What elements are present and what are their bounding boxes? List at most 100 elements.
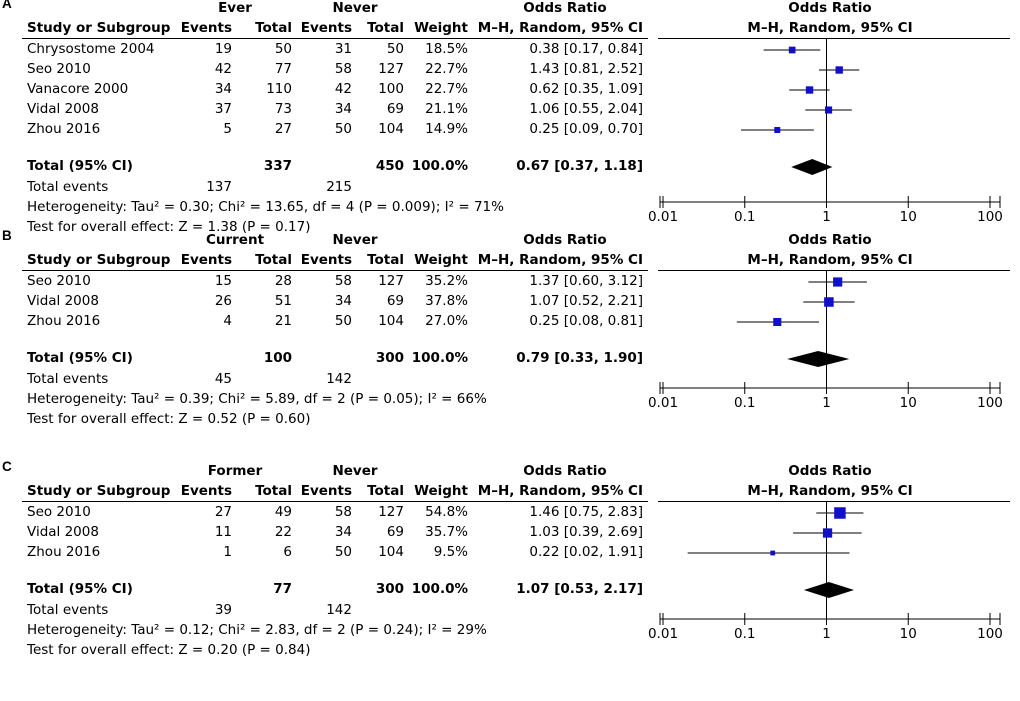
group-label: Current xyxy=(205,232,265,248)
total-header: Total xyxy=(367,20,404,36)
study-or-ci: 0.22 [0.02, 1.91] xyxy=(529,544,643,560)
or-title-left: Odds Ratio xyxy=(523,463,607,479)
events-never: 58 xyxy=(334,504,352,520)
study-or-marker xyxy=(824,297,834,307)
study-weight: 22.7% xyxy=(425,81,468,97)
study-weight: 54.8% xyxy=(425,504,468,520)
study-or-marker xyxy=(833,277,843,287)
panel-label: A xyxy=(2,0,12,11)
study-name: Zhou 2016 xyxy=(27,544,101,560)
study-header: Study or Subgroup xyxy=(27,20,171,36)
x-axis-tick-label: 10 xyxy=(900,626,917,642)
total-events-exposed: 39 xyxy=(214,602,232,618)
x-axis-tick-label: 0.01 xyxy=(648,626,678,642)
study-or-ci: 1.46 [0.75, 2.83] xyxy=(529,504,643,520)
total-or-ci: 1.07 [0.53, 2.17] xyxy=(516,581,643,597)
study-header: Study or Subgroup xyxy=(27,483,171,499)
total-events-label: Total events xyxy=(27,602,109,618)
events-exposed: 11 xyxy=(214,524,232,540)
forest-plot-area: 0.01 0.1 1 10 100 xyxy=(648,39,1003,225)
events-never: 50 xyxy=(334,313,352,329)
study-name: Chrysostome 2004 xyxy=(27,41,155,57)
total-events-exposed: 137 xyxy=(206,179,232,195)
weight-header: Weight xyxy=(414,483,468,499)
x-axis-tick-label: 100 xyxy=(977,626,1003,642)
header-rule xyxy=(22,38,648,39)
events-exposed: 42 xyxy=(214,61,232,77)
or-method-header-right: M–H, Random, 95% CI xyxy=(747,20,913,36)
pooled-diamond xyxy=(791,159,833,175)
total-label: Total (95% CI) xyxy=(27,158,133,174)
events-header: Events xyxy=(180,252,232,268)
group-label: Ever xyxy=(218,0,252,16)
events-exposed: 15 xyxy=(214,273,232,289)
x-axis-tick-label: 0.1 xyxy=(734,626,755,642)
total-exposed: 28 xyxy=(274,273,292,289)
study-or-ci: 1.03 [0.39, 2.69] xyxy=(529,524,643,540)
total-never: 69 xyxy=(386,101,404,117)
total-exposed: 49 xyxy=(274,504,292,520)
pooled-diamond xyxy=(787,351,850,367)
header-rule xyxy=(22,270,648,271)
total-never: 104 xyxy=(378,313,404,329)
forest-panel-c: C Former Never Odds Ratio Odds Ratio Study or… xyxy=(0,459,1020,695)
total-events-label: Total events xyxy=(27,371,109,387)
total-never: 50 xyxy=(386,41,404,57)
study-or-ci: 0.25 [0.09, 0.70] xyxy=(529,121,643,137)
total-header: Total xyxy=(255,20,292,36)
weight-header: Weight xyxy=(414,20,468,36)
study-or-marker xyxy=(822,528,833,538)
events-exposed: 26 xyxy=(214,293,232,309)
total-exposed: 22 xyxy=(274,524,292,540)
study-name: Seo 2010 xyxy=(27,504,91,520)
study-or-ci: 1.07 [0.52, 2.21] xyxy=(529,293,643,309)
header-rule xyxy=(658,270,1010,271)
events-never: 34 xyxy=(334,101,352,117)
total-exposed: 51 xyxy=(274,293,292,309)
total-weight: 100.0% xyxy=(411,581,468,597)
events-exposed: 19 xyxy=(214,41,232,57)
study-or-marker xyxy=(774,127,781,133)
header-rule xyxy=(22,501,648,502)
control-label: Never xyxy=(332,463,378,479)
total-exposed: 77 xyxy=(274,61,292,77)
events-header: Events xyxy=(300,252,352,268)
header-rule xyxy=(658,501,1010,502)
total-never: 100 xyxy=(378,81,404,97)
events-never: 34 xyxy=(334,524,352,540)
events-exposed: 4 xyxy=(223,313,232,329)
study-or-ci: 0.62 [0.35, 1.09] xyxy=(529,81,643,97)
study-weight: 18.5% xyxy=(425,41,468,57)
events-never: 58 xyxy=(334,273,352,289)
events-never: 50 xyxy=(334,544,352,560)
or-method-header-left: M–H, Random, 95% CI xyxy=(477,20,643,36)
total-events-exposed: 45 xyxy=(214,371,232,387)
or-method-header-right: M–H, Random, 95% CI xyxy=(747,252,913,268)
overall-effect-text: Test for overall effect: Z = 0.52 (P = 0… xyxy=(27,411,311,427)
total-or-ci: 0.67 [0.37, 1.18] xyxy=(516,158,643,174)
study-name: Seo 2010 xyxy=(27,61,91,77)
forest-panel-a: A Ever Never Odds Ratio Odds Ratio Study or S… xyxy=(0,0,1020,235)
study-name: Zhou 2016 xyxy=(27,121,101,137)
total-never: 69 xyxy=(386,524,404,540)
panel-label: C xyxy=(2,459,12,474)
total-weight: 100.0% xyxy=(411,350,468,366)
total-never: 104 xyxy=(378,544,404,560)
x-axis-tick-label: 1 xyxy=(822,209,831,225)
total-exposed-sum: 77 xyxy=(273,581,292,597)
study-or-ci: 1.06 [0.55, 2.04] xyxy=(529,101,643,117)
events-exposed: 27 xyxy=(214,504,232,520)
total-never: 69 xyxy=(386,293,404,309)
study-or-marker xyxy=(773,317,782,327)
total-exposed-sum: 100 xyxy=(263,350,292,366)
forest-plot-area: 0.01 0.1 1 10 100 xyxy=(648,502,1003,642)
heterogeneity-text: Heterogeneity: Tau² = 0.30; Chi² = 13.65… xyxy=(27,199,504,215)
study-or-marker xyxy=(770,550,776,556)
overall-effect-text: Test for overall effect: Z = 1.38 (P = 0… xyxy=(27,219,311,235)
total-label: Total (95% CI) xyxy=(27,350,133,366)
total-events-never: 142 xyxy=(326,371,352,387)
x-axis-tick-label: 0.01 xyxy=(648,395,678,411)
events-header: Events xyxy=(180,483,232,499)
study-or-marker xyxy=(834,507,846,519)
total-exposed: 6 xyxy=(283,544,292,560)
